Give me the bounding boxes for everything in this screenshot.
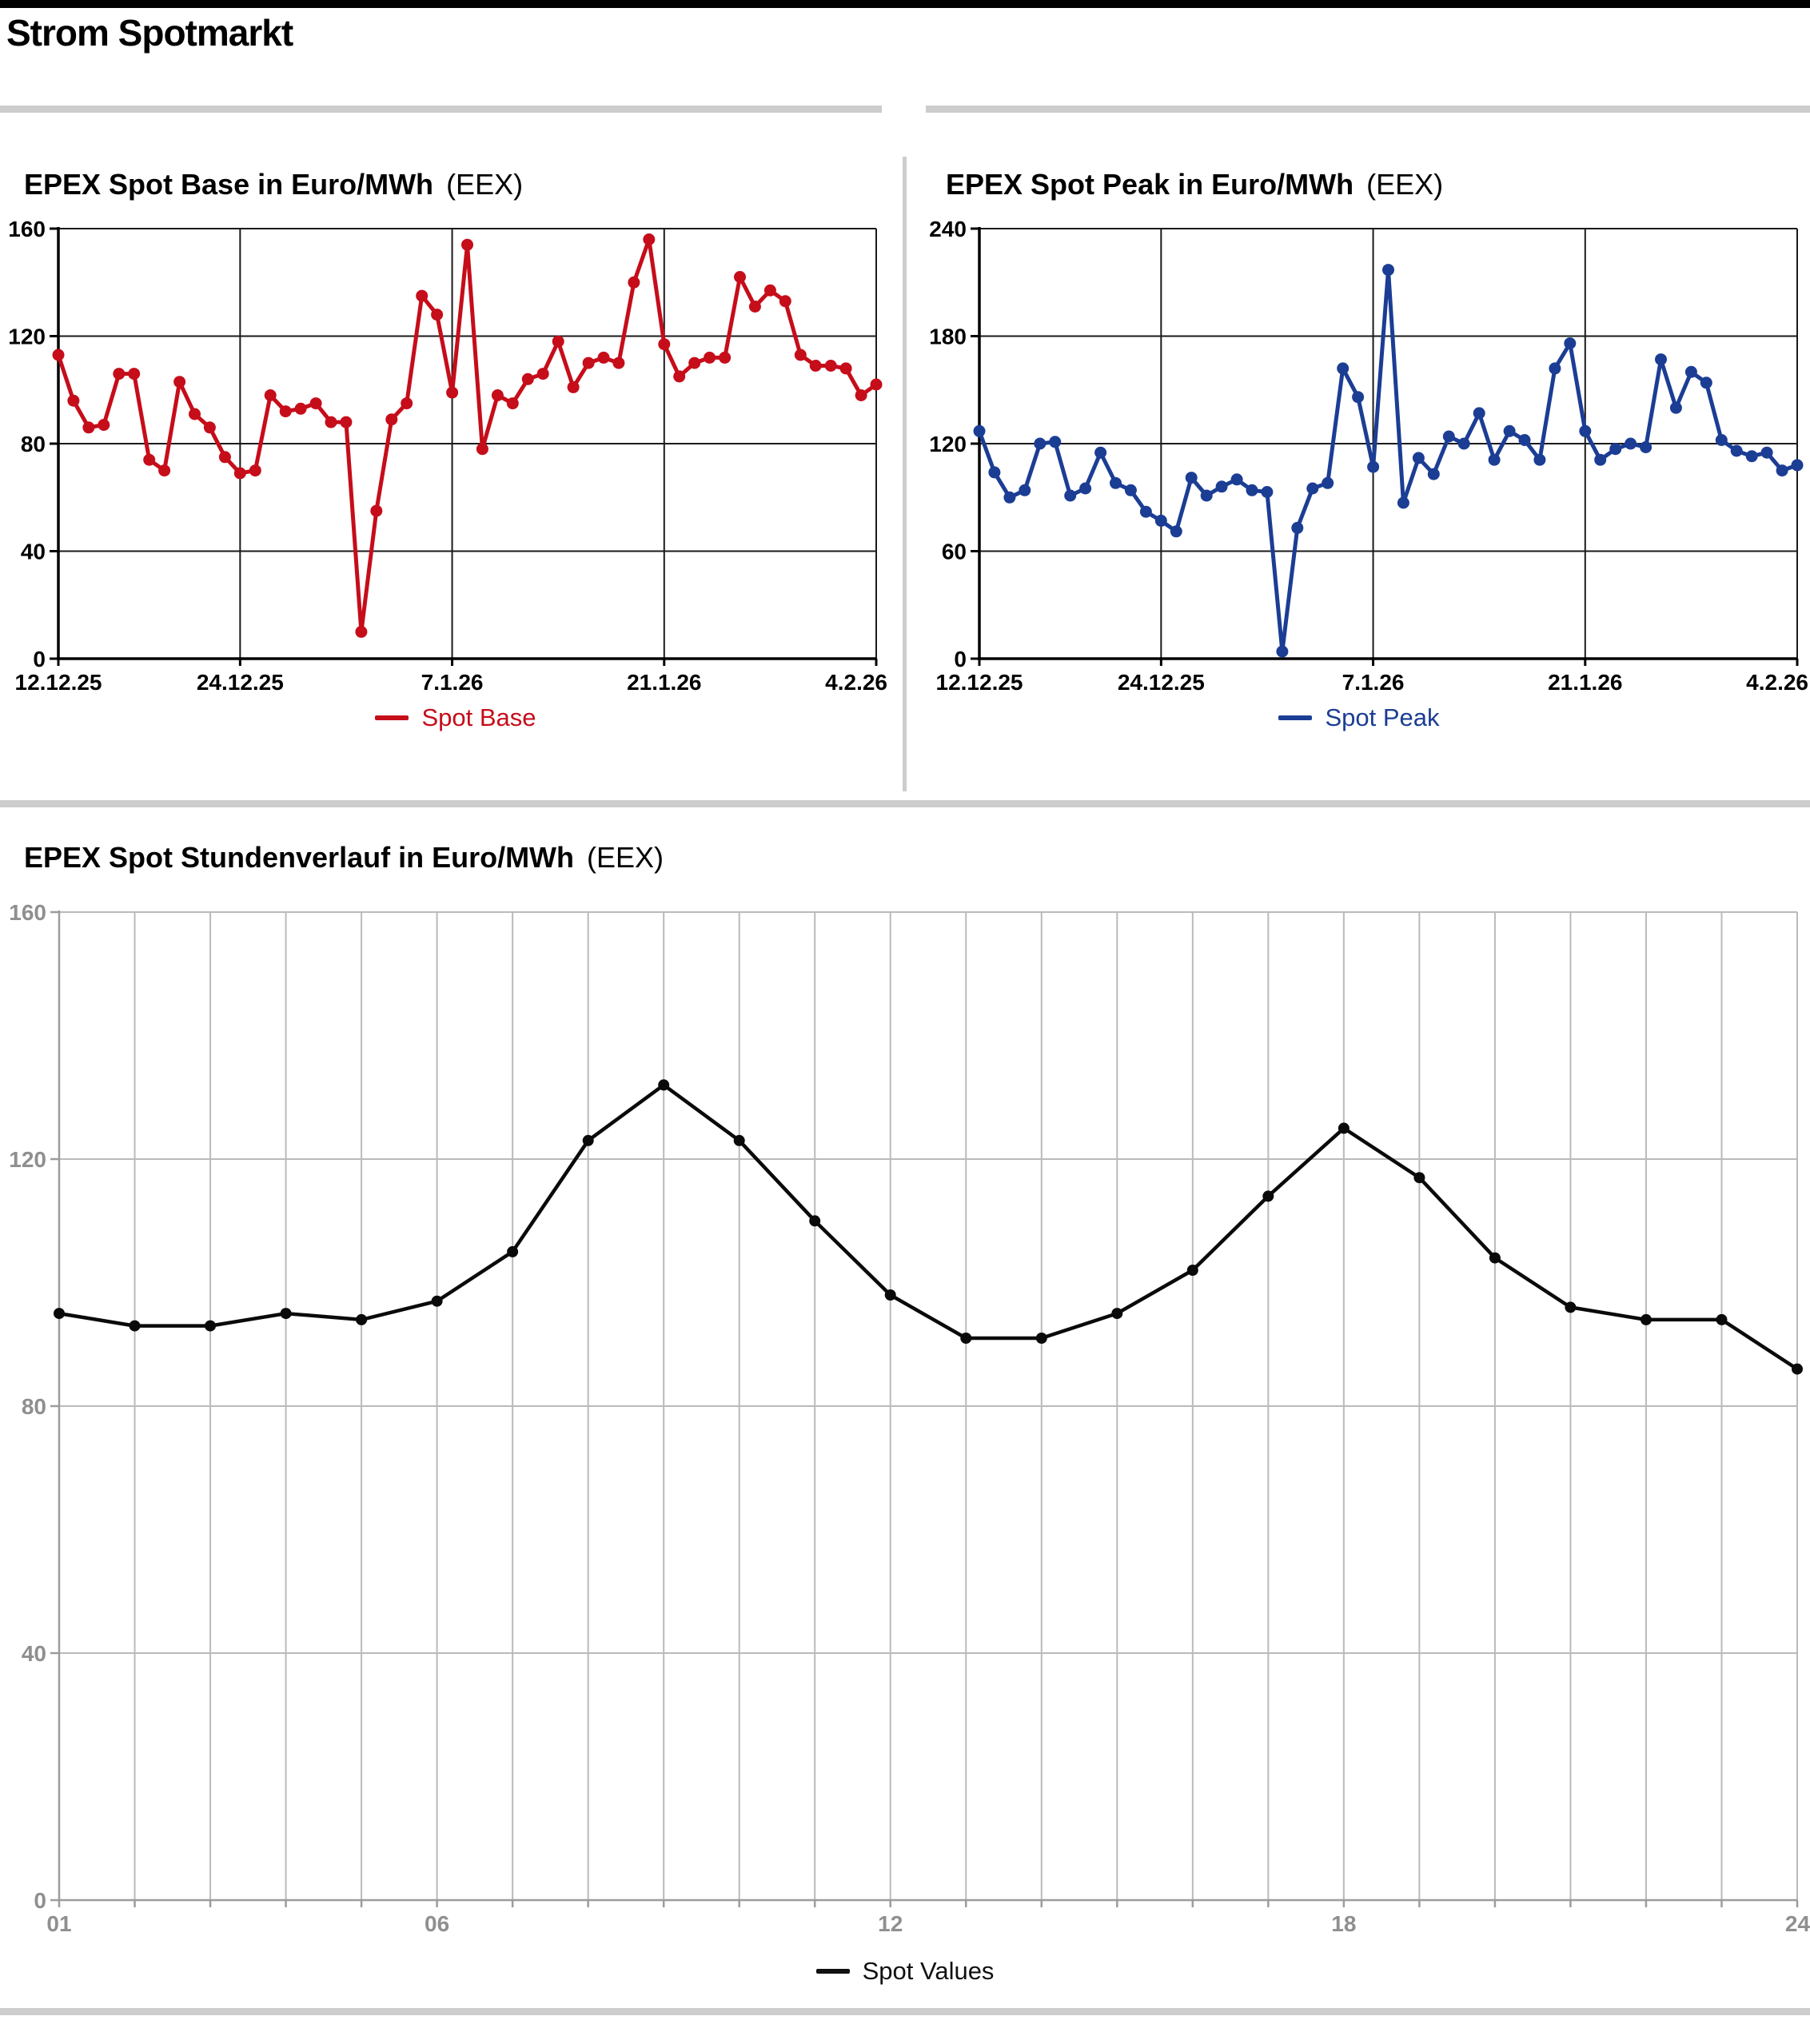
spot-peak-legend-line-icon <box>1278 715 1313 720</box>
svg-text:120: 120 <box>929 432 967 456</box>
svg-text:12: 12 <box>878 1911 903 1936</box>
svg-text:60: 60 <box>942 540 967 564</box>
svg-text:0: 0 <box>34 1888 46 1913</box>
svg-text:12.12.25: 12.12.25 <box>936 670 1023 695</box>
top-border-bar <box>0 0 1810 8</box>
svg-text:24.12.25: 24.12.25 <box>1118 670 1205 695</box>
svg-text:180: 180 <box>929 325 967 349</box>
svg-text:120: 120 <box>9 1147 46 1172</box>
svg-text:21.1.26: 21.1.26 <box>627 670 701 695</box>
svg-text:40: 40 <box>22 1641 46 1666</box>
svg-text:12.12.25: 12.12.25 <box>15 670 102 695</box>
svg-text:0: 0 <box>954 647 967 671</box>
svg-text:160: 160 <box>8 217 46 241</box>
spot-base-title-main: EPEX Spot Base in Euro/MWh <box>24 168 434 201</box>
svg-text:160: 160 <box>9 900 46 925</box>
spot-peak-legend-label: Spot Peak <box>1325 703 1440 731</box>
divider-middle <box>0 800 1810 807</box>
svg-text:24: 24 <box>1785 1911 1810 1936</box>
spot-base-title-source: (EEX) <box>446 168 524 201</box>
column-divider <box>903 157 907 791</box>
spot-hourly-legend-label: Spot Values <box>862 1957 995 1985</box>
spot-hourly-legend-line-icon <box>815 1969 850 1974</box>
svg-text:18: 18 <box>1331 1911 1356 1936</box>
svg-text:21.1.26: 21.1.26 <box>1548 670 1622 695</box>
svg-text:80: 80 <box>21 432 46 456</box>
svg-text:24.12.25: 24.12.25 <box>197 670 284 695</box>
spot-base-chart-title: EPEX Spot Base in Euro/MWh (EEX) <box>24 168 523 201</box>
svg-text:120: 120 <box>8 325 46 349</box>
spot-peak-chart: 0 60 120 180 240 12.12.25 24.12.25 7.1.26 21.1.2… <box>929 217 1808 695</box>
svg-text:4.2.26: 4.2.26 <box>1746 670 1808 695</box>
svg-text:4.2.26: 4.2.26 <box>825 670 887 695</box>
spot-hourly-chart: 0 40 80 120 160 01 06 12 18 24 <box>9 900 1810 1936</box>
spot-hourly-chart-title: EPEX Spot Stundenverlauf in Euro/MWh (EEX… <box>24 841 664 875</box>
svg-text:80: 80 <box>22 1394 46 1419</box>
svg-text:01: 01 <box>46 1911 71 1936</box>
page-title: Strom Spotmarkt <box>6 12 293 54</box>
svg-text:7.1.26: 7.1.26 <box>421 670 484 695</box>
svg-text:240: 240 <box>929 217 967 241</box>
spot-base-legend-label: Spot Base <box>421 703 536 731</box>
spot-hourly-legend: Spot Values <box>0 1957 1810 1986</box>
svg-text:7.1.26: 7.1.26 <box>1342 670 1405 695</box>
spot-base-legend-line-icon <box>375 715 409 720</box>
spot-peak-chart-title: EPEX Spot Peak in Euro/MWh (EEX) <box>946 168 1443 201</box>
divider-bottom <box>0 2008 1810 2015</box>
spot-base-legend: Spot Base <box>0 703 911 732</box>
spot-peak-title-source: (EEX) <box>1366 168 1444 201</box>
spot-hourly-title-source: (EEX) <box>587 841 664 874</box>
divider-top-right <box>926 106 1810 113</box>
spot-peak-title-main: EPEX Spot Peak in Euro/MWh <box>946 168 1354 201</box>
svg-text:40: 40 <box>21 540 46 564</box>
svg-text:0: 0 <box>33 647 46 671</box>
divider-top-left <box>0 106 882 113</box>
spot-base-chart: 0 40 80 120 160 12.12.25 24.12.25 7.1.26 21.1.26… <box>8 217 887 695</box>
svg-text:06: 06 <box>425 1911 449 1936</box>
spot-peak-legend: Spot Peak <box>921 703 1797 732</box>
spot-hourly-title-main: EPEX Spot Stundenverlauf in Euro/MWh <box>24 841 575 874</box>
